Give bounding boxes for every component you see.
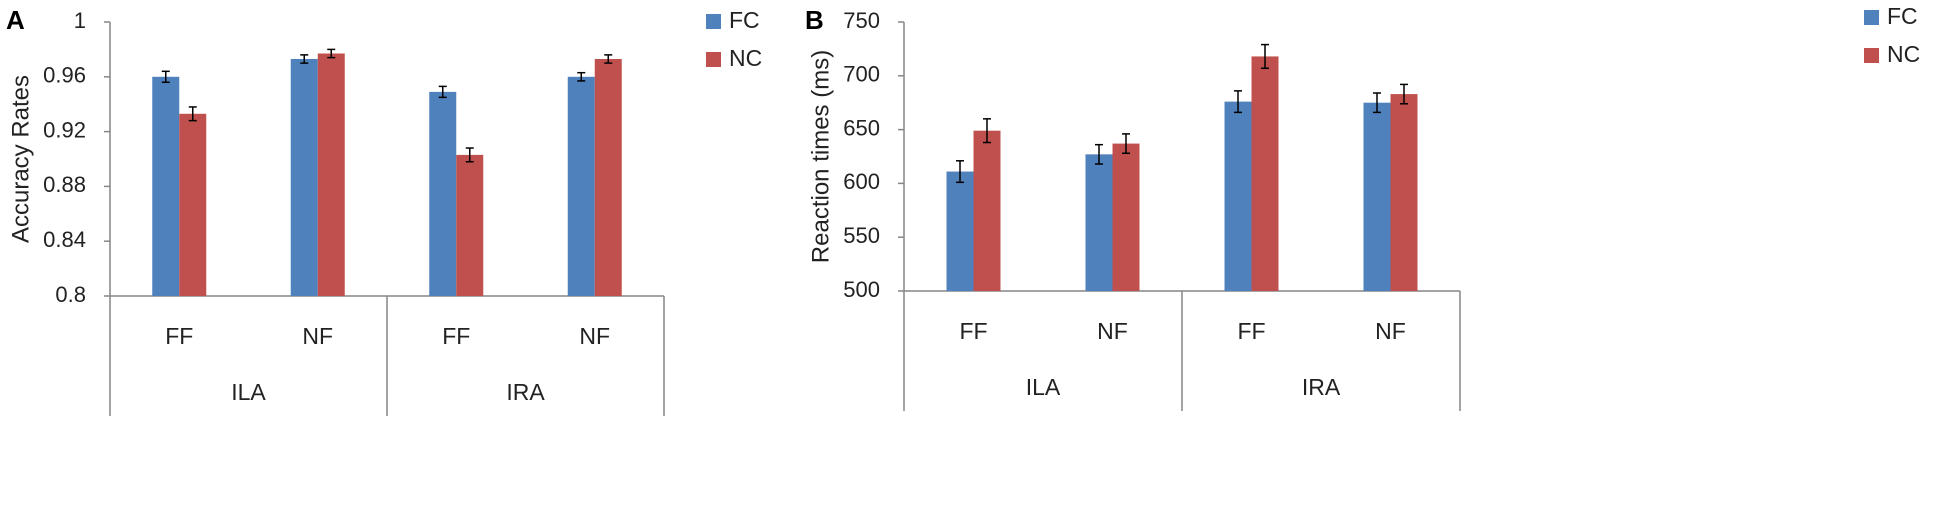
bar-nc: [1390, 94, 1418, 291]
y-tick-label: 0.92: [43, 117, 86, 142]
bar-nc: [1251, 56, 1279, 291]
group-label: IRA: [1302, 374, 1341, 400]
bar-nc: [317, 53, 345, 297]
bar-fc: [429, 91, 457, 297]
y-tick-label: 600: [843, 169, 880, 194]
bar-nc: [594, 58, 622, 296]
panel-label: B: [805, 5, 824, 35]
group-label: ILA: [1026, 374, 1061, 400]
bar-nc: [1112, 143, 1140, 291]
panel-b: B Reaction times (ms) 500 550 600 650 700 750 FF…: [805, 3, 1920, 411]
bar-fc: [567, 76, 595, 296]
group-label: IRA: [506, 379, 545, 405]
bar-fc: [152, 76, 180, 296]
panel-label: A: [6, 5, 25, 35]
bar-fc: [1363, 102, 1391, 291]
legend-label-fc: FC: [729, 7, 760, 33]
legend-swatch-fc: [1864, 10, 1879, 25]
category-label: FF: [1237, 318, 1265, 344]
legend-label-nc: NC: [729, 45, 762, 71]
bar-nc: [456, 154, 484, 296]
y-tick-label: 550: [843, 223, 880, 248]
y-tick-label: 0.8: [55, 282, 86, 307]
legend-label-nc: NC: [1887, 41, 1920, 67]
y-axis-label: Accuracy Rates: [7, 75, 34, 243]
category-label: FF: [442, 323, 470, 349]
legend-swatch-nc: [706, 52, 721, 67]
legend-label-fc: FC: [1887, 3, 1918, 29]
bar-nc: [179, 113, 207, 296]
y-tick-label: 700: [843, 62, 880, 87]
legend-swatch-fc: [706, 14, 721, 29]
y-tick-label: 650: [843, 115, 880, 140]
bar-fc: [1224, 101, 1252, 292]
y-tick-label: 1: [74, 8, 86, 33]
category-label: FF: [959, 318, 987, 344]
legend-swatch-nc: [1864, 48, 1879, 63]
bar-fc: [1085, 154, 1113, 291]
bar-fc: [290, 58, 318, 296]
category-label: NF: [1375, 318, 1406, 344]
group-label: ILA: [231, 379, 266, 405]
y-axis-label: Reaction times (ms): [807, 50, 834, 263]
y-tick-label: 0.88: [43, 172, 86, 197]
panel-a: A Accuracy Rates 0.8 0.84 0.88 0.92 0.96 1 FF NF F…: [6, 5, 762, 416]
category-label: NF: [579, 323, 610, 349]
y-tick-label: 0.84: [43, 227, 86, 252]
y-tick-label: 500: [843, 277, 880, 302]
y-tick-label: 750: [843, 8, 880, 33]
bar-nc: [973, 130, 1001, 291]
bar-fc: [946, 171, 974, 291]
category-label: NF: [1097, 318, 1128, 344]
y-tick-label: 0.96: [43, 63, 86, 88]
category-label: FF: [165, 323, 193, 349]
category-label: NF: [302, 323, 333, 349]
